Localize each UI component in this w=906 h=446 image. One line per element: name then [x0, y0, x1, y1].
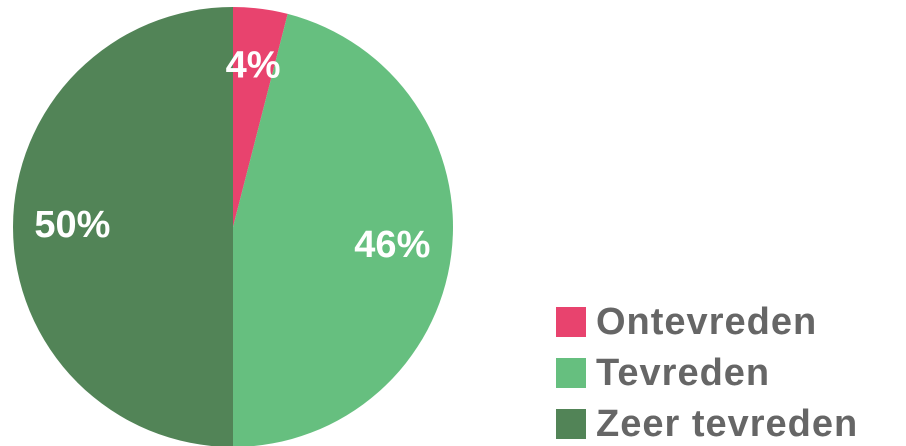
pie-slice — [13, 7, 233, 446]
value-label: 46% — [354, 224, 430, 266]
legend-swatch — [556, 409, 586, 439]
legend-label: Ontevreden — [596, 301, 817, 343]
value-label: 4% — [226, 45, 281, 87]
legend-swatch — [556, 307, 586, 337]
legend-swatch — [556, 358, 586, 388]
legend-label: Tevreden — [596, 352, 770, 394]
pie-slice — [233, 7, 288, 227]
legend-label: Zeer tevreden — [596, 403, 858, 445]
value-label: 50% — [34, 204, 110, 246]
pie-slice — [233, 13, 453, 446]
